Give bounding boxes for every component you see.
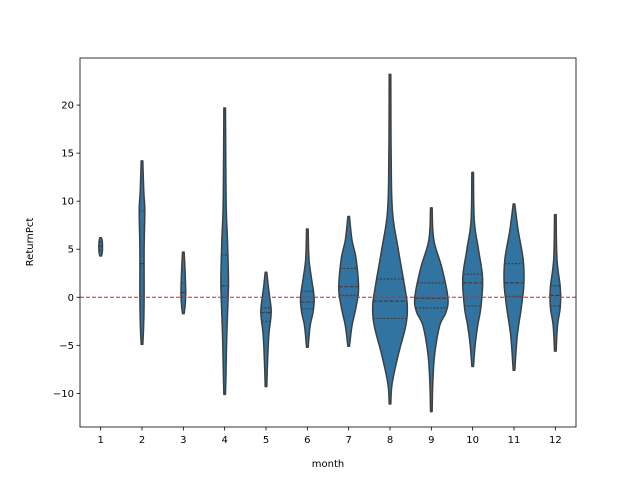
- y-tick-label: 15: [61, 149, 74, 160]
- violin-body: [299, 228, 315, 348]
- violin-month-6: [299, 228, 315, 348]
- x-tick-label: 11: [508, 435, 521, 446]
- x-tick-label: 8: [387, 435, 393, 446]
- x-tick-label: 5: [263, 435, 269, 446]
- violin-body: [503, 203, 525, 372]
- violin-month-10: [461, 171, 484, 368]
- violin-month-7: [338, 215, 360, 348]
- violin-month-9: [413, 207, 449, 413]
- y-tick-label: 10: [61, 197, 74, 208]
- violin-body: [461, 171, 484, 368]
- violin-month-11: [503, 203, 525, 372]
- y-tick-label: 0: [68, 293, 74, 304]
- violins: [98, 73, 562, 413]
- violin-body: [220, 107, 230, 396]
- y-axis-label: ReturnPct: [25, 218, 36, 267]
- y-tick-label: −5: [59, 341, 74, 352]
- violin-body: [338, 215, 360, 348]
- x-tick-label: 6: [304, 435, 310, 446]
- y-tick-label: −10: [53, 389, 74, 400]
- y-tick-label: 20: [61, 101, 74, 112]
- axes-frame: [79, 57, 577, 428]
- x-tick-label: 3: [180, 435, 186, 446]
- x-tick-label: 9: [428, 435, 434, 446]
- x-tick-label: 4: [221, 435, 227, 446]
- violin-month-2: [138, 160, 146, 346]
- x-axis: 1 2 3 4 5 6 7 8 9 10 11 12: [97, 427, 562, 446]
- x-tick-label: 7: [345, 435, 351, 446]
- x-tick-label: 2: [139, 435, 145, 446]
- x-tick-label: 1: [97, 435, 103, 446]
- violin-body: [549, 213, 562, 352]
- x-axis-label: month: [312, 459, 344, 470]
- violin-month-4: [220, 107, 230, 396]
- violin-body: [413, 207, 449, 413]
- violin-month-12: [549, 213, 562, 352]
- y-axis: −10 −5 0 5 10 15 20: [53, 101, 80, 400]
- x-tick-label: 12: [549, 435, 562, 446]
- violin-month-5: [260, 271, 272, 388]
- violin-month-8: [371, 73, 409, 405]
- violin-month-1: [98, 236, 104, 257]
- y-tick-label: 5: [68, 245, 74, 256]
- x-tick-label: 10: [466, 435, 479, 446]
- violin-body: [260, 271, 272, 388]
- violin-body: [138, 160, 146, 346]
- violin-month-3: [180, 251, 187, 315]
- violin-body: [371, 73, 409, 405]
